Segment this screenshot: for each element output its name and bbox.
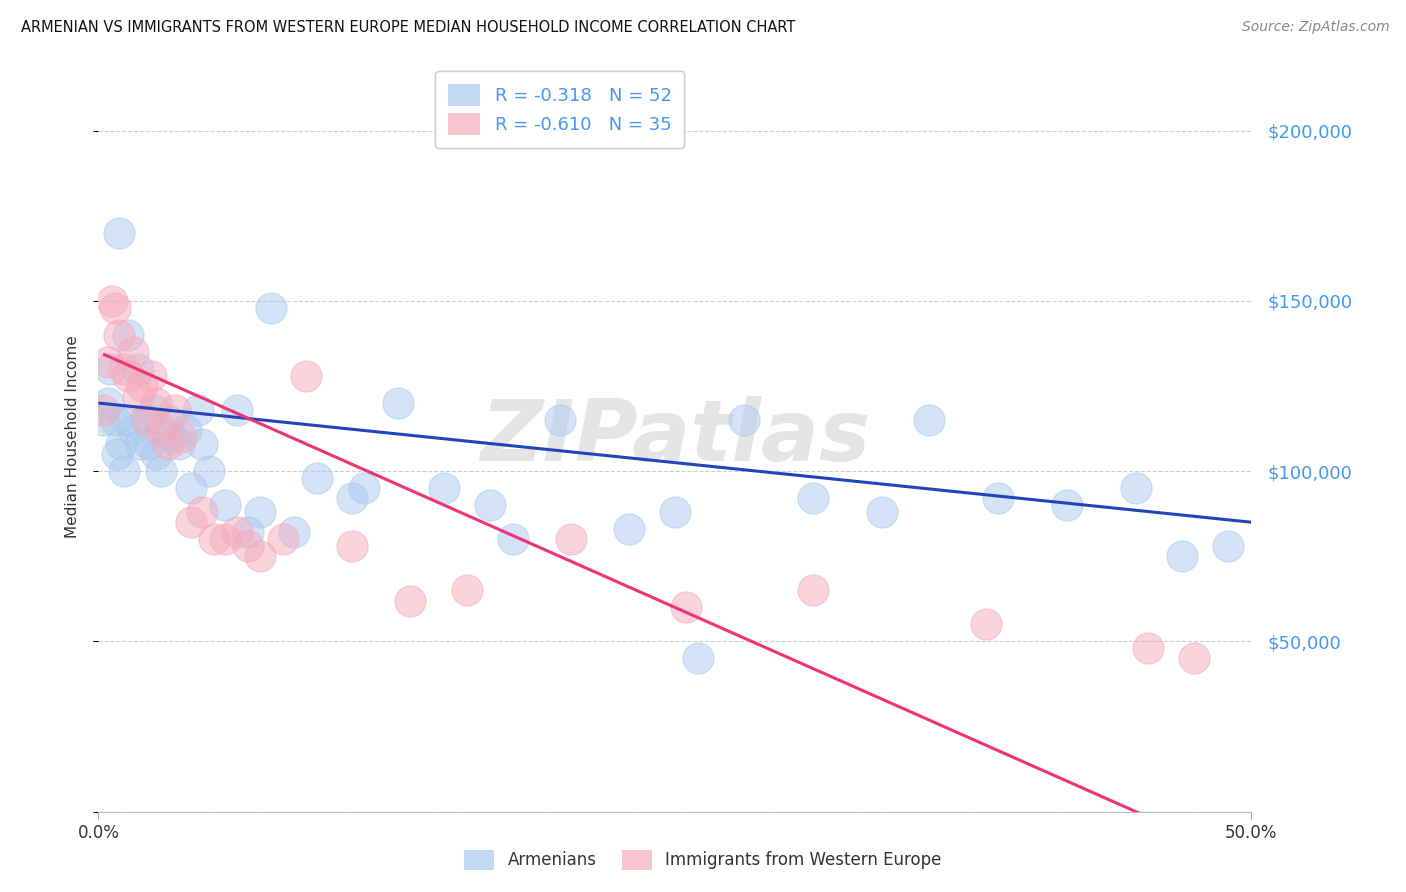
- Point: [103, 413, 125, 427]
- Point: [340, 491, 363, 506]
- Point: [91, 402, 114, 417]
- Point: [872, 505, 894, 519]
- Point: [1136, 641, 1159, 656]
- Point: [103, 301, 125, 315]
- Point: [1171, 549, 1194, 564]
- Point: [127, 389, 149, 403]
- Point: [675, 600, 697, 615]
- Point: [112, 464, 135, 478]
- Point: [1056, 498, 1078, 512]
- Point: [479, 498, 502, 512]
- Point: [115, 413, 138, 427]
- Point: [664, 505, 686, 519]
- Point: [129, 437, 152, 451]
- Point: [249, 549, 271, 564]
- Point: [145, 447, 167, 461]
- Point: [156, 437, 179, 451]
- Point: [307, 471, 329, 485]
- Point: [127, 362, 149, 376]
- Point: [187, 402, 209, 417]
- Legend: R = -0.318   N = 52, R = -0.610   N = 35: R = -0.318 N = 52, R = -0.610 N = 35: [434, 71, 685, 148]
- Legend: Armenians, Immigrants from Western Europe: Armenians, Immigrants from Western Europ…: [458, 843, 948, 877]
- Point: [560, 533, 582, 547]
- Point: [249, 505, 271, 519]
- Point: [117, 368, 139, 383]
- Point: [122, 423, 145, 437]
- Point: [238, 525, 260, 540]
- Point: [198, 464, 221, 478]
- Point: [149, 464, 172, 478]
- Point: [97, 355, 120, 369]
- Point: [214, 498, 236, 512]
- Point: [1218, 539, 1240, 553]
- Point: [108, 327, 131, 342]
- Point: [91, 413, 114, 427]
- Point: [260, 301, 283, 315]
- Point: [97, 396, 120, 410]
- Point: [167, 437, 190, 451]
- Point: [617, 522, 640, 536]
- Y-axis label: Median Household Income: Median Household Income: [65, 335, 80, 539]
- Text: ARMENIAN VS IMMIGRANTS FROM WESTERN EUROPE MEDIAN HOUSEHOLD INCOME CORRELATION C: ARMENIAN VS IMMIGRANTS FROM WESTERN EURO…: [21, 20, 796, 35]
- Point: [283, 525, 305, 540]
- Point: [191, 437, 214, 451]
- Point: [502, 533, 524, 547]
- Point: [101, 293, 124, 308]
- Point: [353, 481, 375, 495]
- Point: [433, 481, 456, 495]
- Point: [271, 533, 294, 547]
- Point: [110, 437, 132, 451]
- Point: [801, 491, 824, 506]
- Point: [105, 447, 128, 461]
- Point: [180, 481, 202, 495]
- Point: [98, 362, 121, 376]
- Text: ZIPatlas: ZIPatlas: [479, 395, 870, 479]
- Point: [214, 533, 236, 547]
- Point: [387, 396, 409, 410]
- Point: [202, 533, 225, 547]
- Point: [398, 593, 420, 607]
- Point: [117, 327, 139, 342]
- Point: [163, 402, 186, 417]
- Point: [160, 430, 183, 444]
- Point: [1125, 481, 1147, 495]
- Point: [801, 583, 824, 598]
- Point: [145, 396, 167, 410]
- Point: [131, 379, 153, 393]
- Point: [112, 362, 135, 376]
- Point: [191, 505, 214, 519]
- Point: [149, 423, 172, 437]
- Point: [238, 539, 260, 553]
- Point: [974, 617, 997, 632]
- Point: [174, 423, 197, 437]
- Text: Source: ZipAtlas.com: Source: ZipAtlas.com: [1241, 20, 1389, 34]
- Point: [917, 413, 939, 427]
- Point: [1182, 651, 1205, 665]
- Point: [138, 437, 160, 451]
- Point: [141, 368, 163, 383]
- Point: [180, 515, 202, 529]
- Point: [733, 413, 755, 427]
- Point: [134, 413, 156, 427]
- Point: [156, 413, 179, 427]
- Point: [987, 491, 1010, 506]
- Point: [686, 651, 709, 665]
- Point: [225, 525, 247, 540]
- Point: [340, 539, 363, 553]
- Point: [548, 413, 571, 427]
- Point: [142, 402, 165, 417]
- Point: [135, 413, 157, 427]
- Point: [170, 430, 193, 444]
- Point: [295, 368, 318, 383]
- Point: [456, 583, 478, 598]
- Point: [225, 402, 247, 417]
- Point: [108, 226, 131, 240]
- Point: [122, 345, 145, 359]
